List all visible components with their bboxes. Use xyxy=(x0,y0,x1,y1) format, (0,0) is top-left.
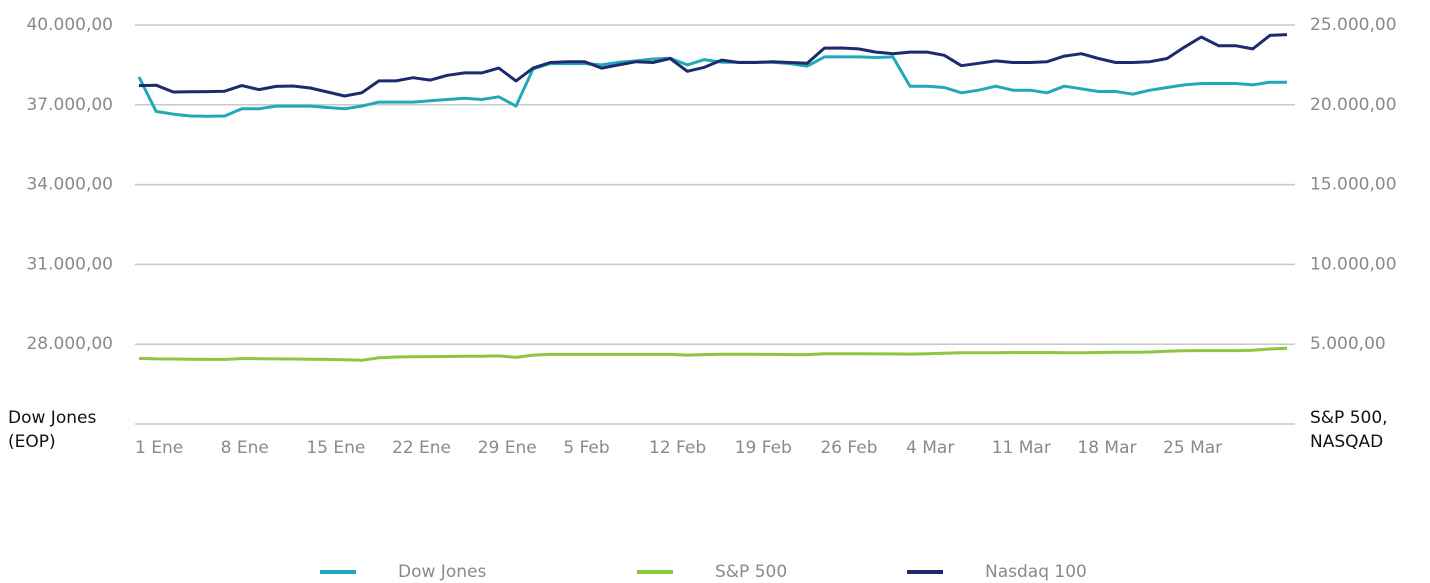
x-tick-label: 12 Feb xyxy=(649,438,706,458)
y2-tick-label: 5.000,00 xyxy=(1310,334,1386,354)
legend-label: Nasdaq 100 xyxy=(985,562,1087,582)
x-tick-label: 15 Ene xyxy=(306,438,365,458)
y-axis-label: (EOP) xyxy=(8,432,56,452)
legend-label: Dow Jones xyxy=(398,562,486,582)
x-tick-label: 19 Feb xyxy=(735,438,792,458)
y-tick-label: 40.000,00 xyxy=(26,15,113,35)
x-tick-label: 25 Mar xyxy=(1163,438,1222,458)
y-tick-label: 31.000,00 xyxy=(26,254,113,274)
x-tick-label: 11 Mar xyxy=(992,438,1051,458)
y2-tick-label: 20.000,00 xyxy=(1310,95,1397,115)
x-tick-label: 1 Ene xyxy=(135,438,183,458)
x-tick-label: 26 Feb xyxy=(820,438,877,458)
y-tick-label: 37.000,00 xyxy=(26,95,113,115)
x-tick-label: 4 Mar xyxy=(906,438,954,458)
series-line xyxy=(137,55,1287,118)
x-tick-label: 8 Ene xyxy=(221,438,269,458)
series-line xyxy=(138,346,1288,362)
y2-tick-label: 10.000,00 xyxy=(1310,254,1397,274)
x-tick-label: 29 Ene xyxy=(478,438,537,458)
series-line xyxy=(138,33,1288,98)
y-tick-label: 34.000,00 xyxy=(26,175,113,195)
y2-axis-label: NASQAD xyxy=(1310,432,1383,452)
y-axis-label: Dow Jones xyxy=(8,408,96,428)
y2-tick-label: 15.000,00 xyxy=(1310,175,1397,195)
y-tick-label: 28.000,00 xyxy=(26,334,113,354)
legend-label: S&P 500 xyxy=(715,562,787,582)
x-tick-label: 22 Ene xyxy=(392,438,451,458)
y2-tick-label: 25.000,00 xyxy=(1310,15,1397,35)
x-tick-label: 5 Feb xyxy=(563,438,609,458)
y2-axis-label: S&P 500, xyxy=(1310,408,1388,428)
x-tick-label: 18 Mar xyxy=(1077,438,1136,458)
